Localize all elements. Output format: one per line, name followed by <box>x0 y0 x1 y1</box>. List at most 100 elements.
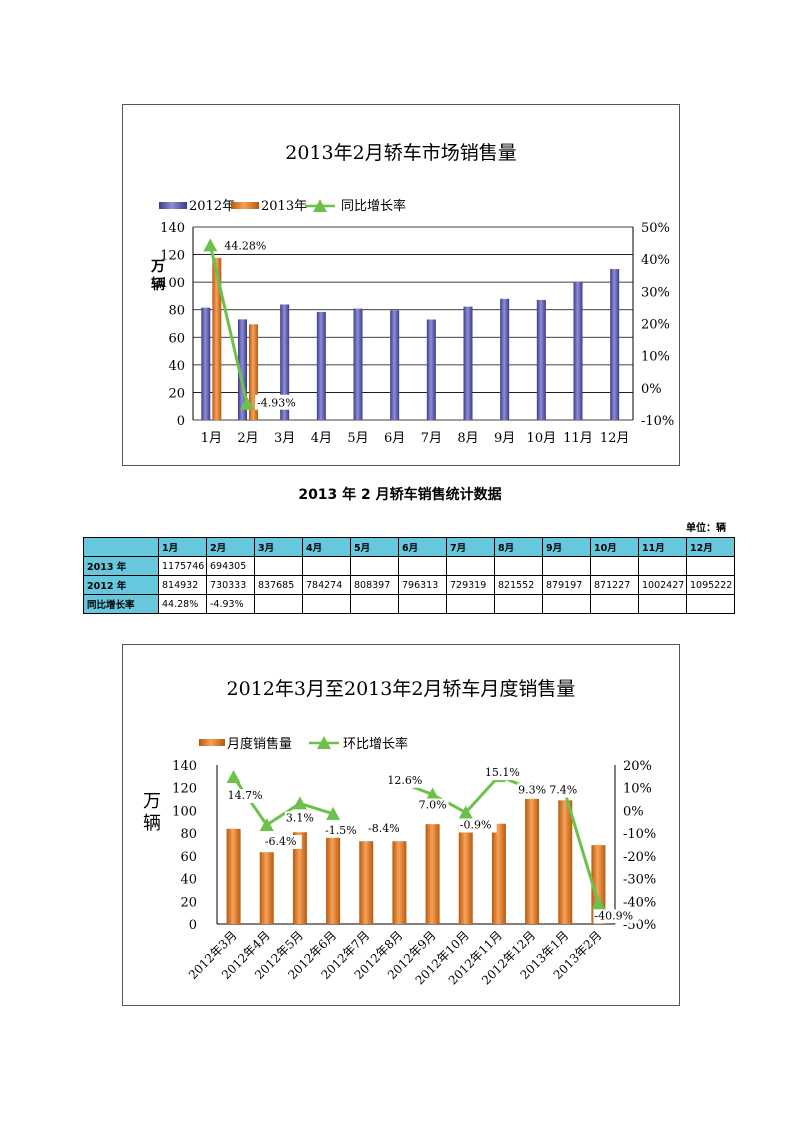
y-tick-label: 120 <box>160 249 185 264</box>
y-unit-liang: 辆 <box>143 813 161 834</box>
y-tick-label: 20 <box>180 895 197 910</box>
data-label-bg <box>324 823 363 838</box>
mom-data-label: 7.0% <box>419 799 447 812</box>
table-cell <box>638 594 687 614</box>
mom-data-label: -40.9% <box>594 909 633 922</box>
table-cell: -4.93% <box>206 594 255 614</box>
bar-2012-8 <box>463 306 473 420</box>
table-cell: 808397 <box>350 575 399 595</box>
table-cell: 796313 <box>398 575 447 595</box>
table-cell: 730333 <box>206 575 255 595</box>
mom-line-segment <box>464 775 501 814</box>
mom-data-label: -6.4% <box>265 835 297 848</box>
table-cell: 694305 <box>206 556 255 576</box>
legend-label-mom: 环比增长率 <box>343 736 408 752</box>
y2-tick-label: 20% <box>623 759 652 774</box>
table-cell <box>590 594 639 614</box>
mom-data-label: 3.1% <box>286 811 314 824</box>
table-cell: 1095222 <box>686 575 735 595</box>
x-tick-label: 7月 <box>421 431 442 446</box>
table-cell <box>494 594 543 614</box>
table-header-3: 3月 <box>254 537 303 557</box>
legend-label-2013: 2013年 <box>261 199 307 214</box>
table-cell: 821552 <box>494 575 543 595</box>
x-tick-label: 2月 <box>237 431 258 446</box>
x-tick-label: 12月 <box>600 431 630 446</box>
data-label-bg <box>255 394 299 410</box>
table-cell <box>302 594 351 614</box>
bar-monthly-8 <box>458 825 473 924</box>
y-tick-label: 80 <box>168 304 185 319</box>
x-tick-label: 6月 <box>384 431 405 446</box>
mom-line-segment <box>299 801 334 816</box>
data-label-bg <box>284 811 316 826</box>
table-header-6: 6月 <box>398 537 447 557</box>
x-tick-label: 11月 <box>563 431 593 446</box>
bar-monthly-7 <box>425 824 440 924</box>
growth-data-label: -4.93% <box>257 397 296 410</box>
data-label-bg <box>593 909 639 924</box>
table-cell <box>350 556 399 576</box>
y2-tick-label: 30% <box>641 285 670 300</box>
y-unit-wan: 万 <box>143 791 161 812</box>
mom-data-label: -1.5% <box>325 824 357 837</box>
table-cell: 44.28% <box>158 594 207 614</box>
y2-tick-label: 50% <box>641 221 670 236</box>
x-tick-label: 5月 <box>347 431 368 446</box>
mom-data-label: 14.7% <box>228 789 263 802</box>
table-cell: 814932 <box>158 575 207 595</box>
table-cell: 879197 <box>542 575 591 595</box>
table-cell: 729319 <box>446 575 495 595</box>
data-label-bg <box>483 766 522 781</box>
bar-monthly-2 <box>259 852 274 924</box>
mom-marker-3 <box>292 796 307 810</box>
mom-marker-12 <box>591 896 606 910</box>
y2-tick-label: 0% <box>623 804 644 819</box>
x-tick-label: 3月 <box>274 431 295 446</box>
y2-tick-label: 0% <box>641 382 662 397</box>
table-cell <box>350 594 399 614</box>
x-tick-label: 9月 <box>494 431 515 446</box>
chart1-title: 2013年2月轿车市场销售量 <box>285 142 516 164</box>
mom-data-label: 12.6% <box>387 774 422 787</box>
data-label-bg <box>417 798 449 813</box>
bar-2013-1 <box>212 257 222 420</box>
table-cell <box>254 594 303 614</box>
x-tick-label: 4月 <box>311 431 332 446</box>
data-label-bg <box>386 773 425 788</box>
bar-monthly-10 <box>525 798 540 924</box>
y2-tick-label: 10% <box>623 782 652 797</box>
y2-tick-label: -30% <box>623 873 656 888</box>
mom-marker-2 <box>259 817 274 831</box>
y-tick-label: 20 <box>168 386 185 401</box>
chart1-svg: 2013年2月轿车市场销售量 2012年 2013年 同比增长率 0 20 40 60 80 10… <box>150 142 674 446</box>
table-cell: 784274 <box>302 575 351 595</box>
legend-label-2012: 2012年 <box>189 199 235 214</box>
y-tick-label: 0 <box>177 414 185 429</box>
y2-tick-label: -40% <box>623 895 656 910</box>
y-tick-label: 60 <box>180 850 197 865</box>
legend-marker-growth <box>313 199 327 212</box>
data-label-bg <box>226 789 265 804</box>
table-row: 2013 年 1175746 694305 <box>83 556 735 576</box>
mom-marker-8 <box>458 805 473 819</box>
bar-2012-1 <box>201 307 211 420</box>
y-tick-label: 120 <box>172 782 197 797</box>
table-cell <box>638 556 687 576</box>
y-tick-label: 100 <box>160 276 185 291</box>
growth-line <box>208 245 249 405</box>
data-label-bg <box>517 783 549 798</box>
bar-monthly-11 <box>558 800 573 924</box>
mom-data-label: -0.9% <box>460 818 492 831</box>
table-title: 2013 年 2 月轿车销售统计数据 <box>298 487 502 503</box>
table-header-7: 7月 <box>446 537 495 557</box>
chart2-title: 2012年3月至2013年2月轿车月度销售量 <box>227 678 576 700</box>
legend-swatch-2013 <box>231 202 259 209</box>
bar-2012-3 <box>280 304 290 420</box>
data-label-bg <box>548 783 580 798</box>
y-tick-label: 60 <box>168 331 185 346</box>
table-cell <box>494 556 543 576</box>
bar-2012-6 <box>390 310 400 420</box>
y-tick-label: 0 <box>189 918 197 933</box>
